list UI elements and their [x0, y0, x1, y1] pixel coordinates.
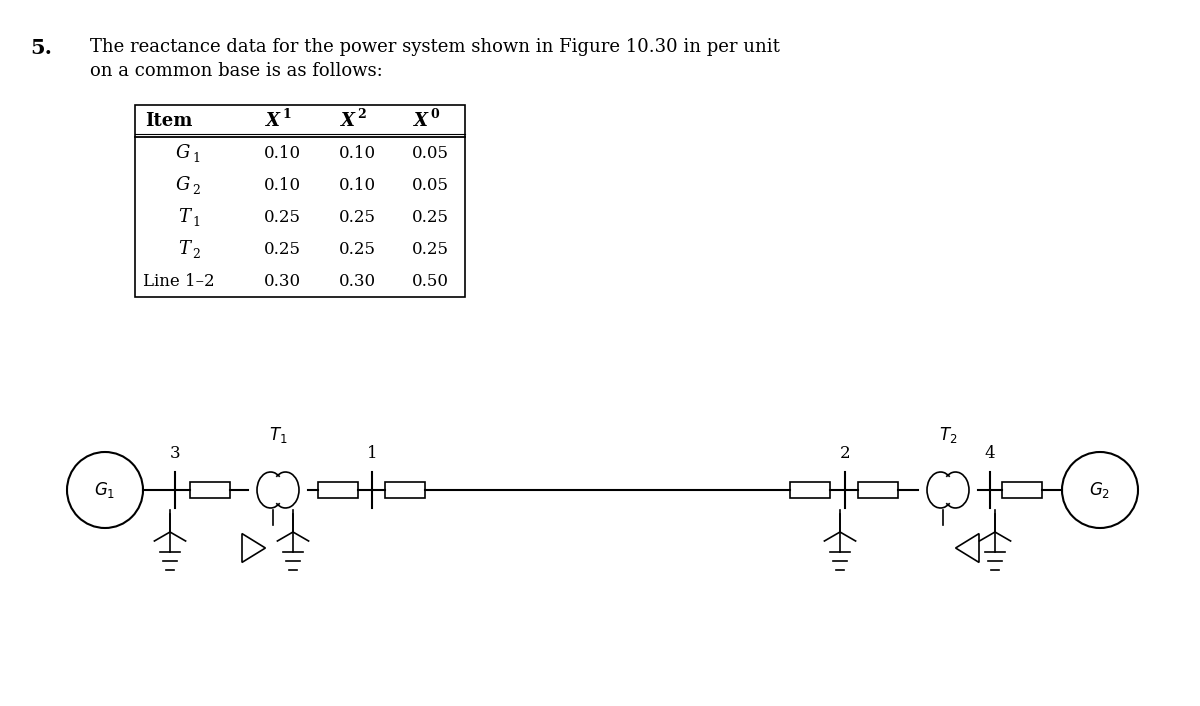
Text: 0.05: 0.05 — [412, 145, 449, 162]
Text: 1: 1 — [367, 445, 377, 462]
Text: X: X — [266, 112, 280, 130]
Text: 0.25: 0.25 — [264, 241, 300, 258]
Text: X: X — [341, 112, 355, 130]
Text: $T_2$: $T_2$ — [938, 425, 958, 445]
Text: $G_2$: $G_2$ — [1090, 480, 1110, 500]
Text: 0.10: 0.10 — [264, 145, 300, 162]
Text: 5.: 5. — [30, 38, 52, 58]
Bar — [385, 482, 425, 498]
Text: 0.25: 0.25 — [412, 208, 449, 225]
Bar — [190, 482, 230, 498]
Text: 0.25: 0.25 — [338, 241, 376, 258]
Text: 0: 0 — [430, 107, 439, 121]
Text: T: T — [178, 208, 190, 226]
Text: 4: 4 — [985, 445, 995, 462]
Text: 1: 1 — [282, 107, 290, 121]
Text: 0.10: 0.10 — [264, 176, 300, 193]
Text: 0.10: 0.10 — [338, 176, 376, 193]
Text: 2: 2 — [840, 445, 851, 462]
Text: 2: 2 — [192, 184, 200, 198]
Text: 2: 2 — [358, 107, 366, 121]
Bar — [858, 482, 898, 498]
Text: 0.05: 0.05 — [412, 176, 449, 193]
Text: Line 1–2: Line 1–2 — [143, 273, 215, 289]
Text: 0.30: 0.30 — [264, 273, 300, 289]
Text: 1: 1 — [192, 217, 200, 229]
Text: X: X — [414, 112, 428, 130]
Text: 3: 3 — [169, 445, 180, 462]
Text: T: T — [178, 240, 190, 258]
Text: on a common base is as follows:: on a common base is as follows: — [90, 62, 383, 80]
Text: 0.10: 0.10 — [338, 145, 376, 162]
Text: 1: 1 — [192, 152, 200, 165]
Text: The reactance data for the power system shown in Figure 10.30 in per unit: The reactance data for the power system … — [90, 38, 780, 56]
Text: 2: 2 — [192, 249, 200, 261]
Text: Item: Item — [145, 112, 192, 130]
Text: G: G — [175, 144, 190, 162]
Text: 0.25: 0.25 — [412, 241, 449, 258]
Bar — [1002, 482, 1042, 498]
Text: G: G — [175, 176, 190, 194]
Text: $G_1$: $G_1$ — [95, 480, 115, 500]
Text: 0.50: 0.50 — [412, 273, 449, 289]
Text: $T_1$: $T_1$ — [269, 425, 287, 445]
Bar — [790, 482, 830, 498]
Bar — [318, 482, 358, 498]
Text: 0.25: 0.25 — [264, 208, 300, 225]
Bar — [134, 105, 466, 297]
Text: 0.25: 0.25 — [338, 208, 376, 225]
Text: 0.30: 0.30 — [338, 273, 376, 289]
